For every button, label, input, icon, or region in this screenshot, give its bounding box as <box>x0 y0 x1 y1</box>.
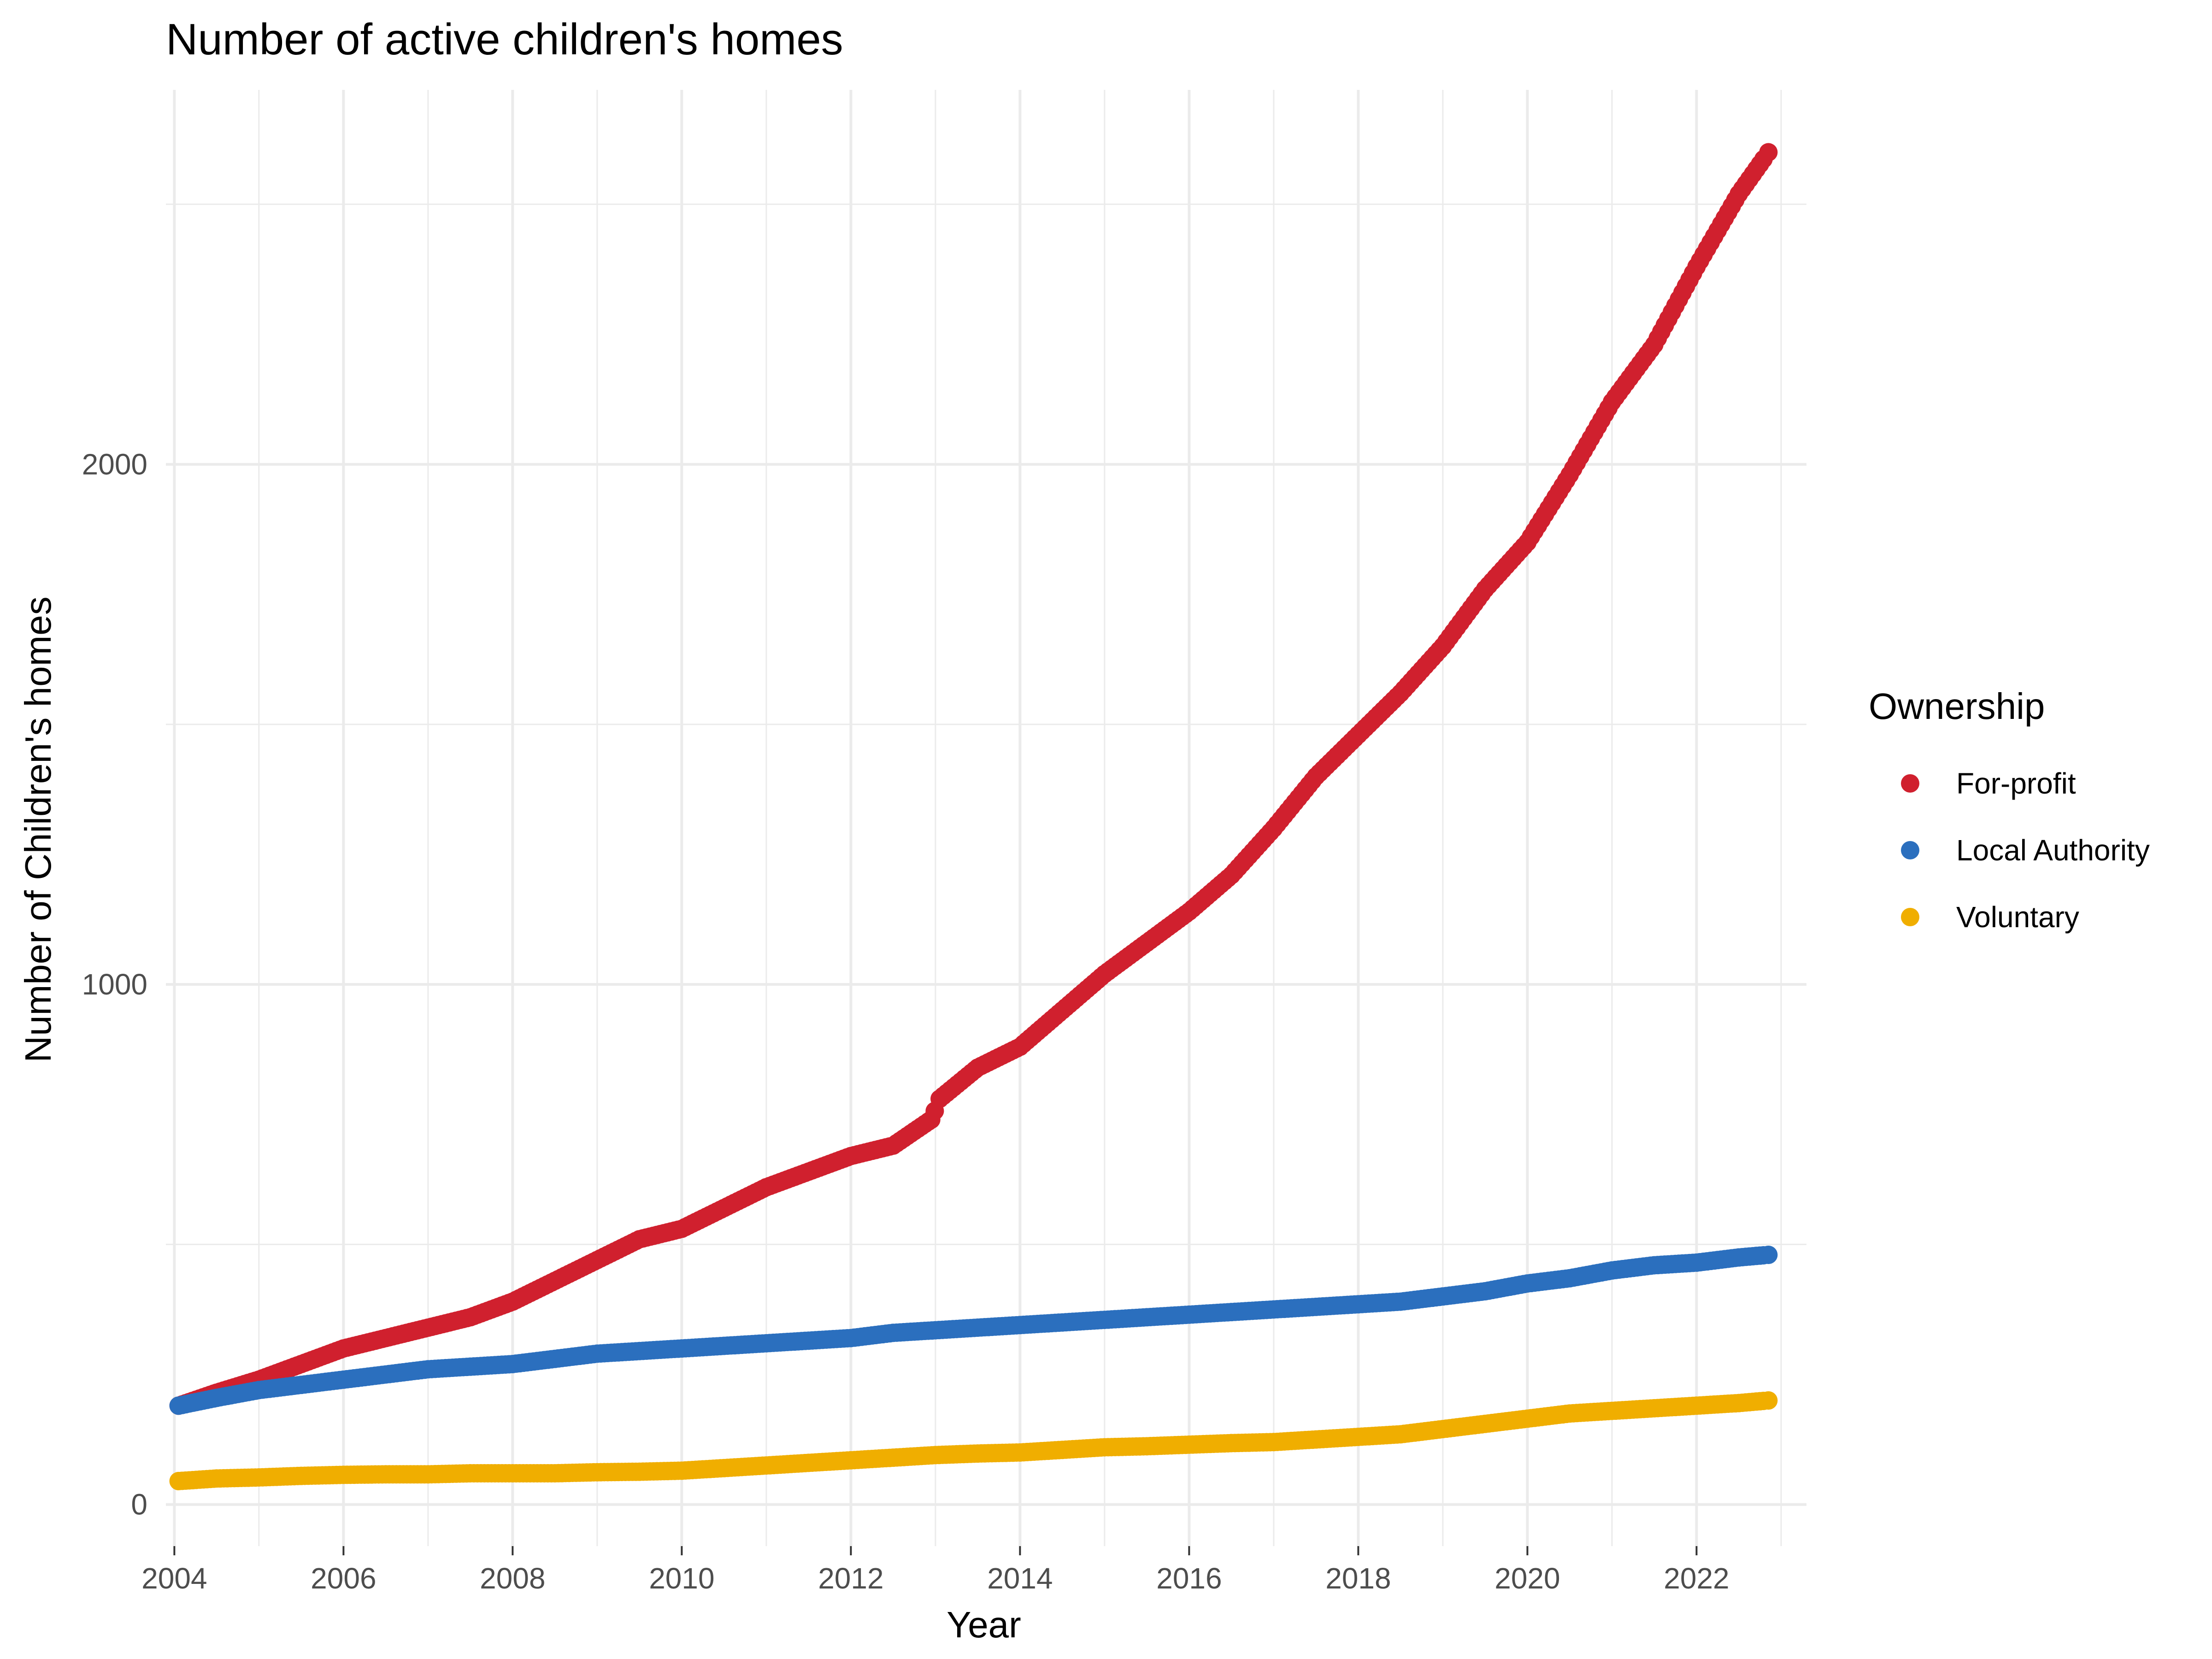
grid <box>166 90 1806 1546</box>
series-voluntary <box>169 1391 1778 1490</box>
x-tick-label: 2012 <box>818 1562 883 1595</box>
series-local-authority <box>169 1246 1778 1415</box>
x-tick-label: 2014 <box>987 1562 1053 1595</box>
y-tick-label: 2000 <box>82 448 147 481</box>
x-tick-label: 2022 <box>1664 1562 1729 1595</box>
x-tick-label: 2018 <box>1325 1562 1391 1595</box>
legend-key <box>1901 774 1919 793</box>
legend-key <box>1901 841 1919 859</box>
legend: Ownership For-profit Local Authority Volun… <box>1869 686 2150 934</box>
x-tick-label: 2016 <box>1156 1562 1222 1595</box>
x-tick-label: 2010 <box>649 1562 714 1595</box>
data-series <box>169 143 1778 1490</box>
data-point <box>1759 1391 1778 1410</box>
legend-items: For-profit Local Authority Voluntary <box>1901 767 2150 934</box>
series-for-profit <box>169 143 1778 1415</box>
legend-label: For-profit <box>1956 767 2076 800</box>
legend-label: Voluntary <box>1956 900 2079 934</box>
y-axis-title: Number of Children's homes <box>18 596 59 1062</box>
data-point <box>1759 143 1778 162</box>
y-tick-label: 0 <box>131 1488 147 1521</box>
chart-title: Number of active children's homes <box>166 15 843 64</box>
x-axis-title: Year <box>947 1604 1021 1645</box>
legend-key <box>1901 908 1919 926</box>
y-tick-label: 1000 <box>82 968 147 1001</box>
legend-title: Ownership <box>1869 686 2045 727</box>
data-point <box>1759 1246 1778 1264</box>
x-tick-label: 2004 <box>141 1562 207 1595</box>
axes: 2004 2006 2008 2010 2012 2014 2016 2018 2020 2022… <box>82 448 1730 1595</box>
x-tick-label: 2006 <box>311 1562 376 1595</box>
x-tick-label: 2008 <box>480 1562 545 1595</box>
x-tick-label: 2020 <box>1494 1562 1560 1595</box>
legend-label: Local Authority <box>1956 834 2150 867</box>
